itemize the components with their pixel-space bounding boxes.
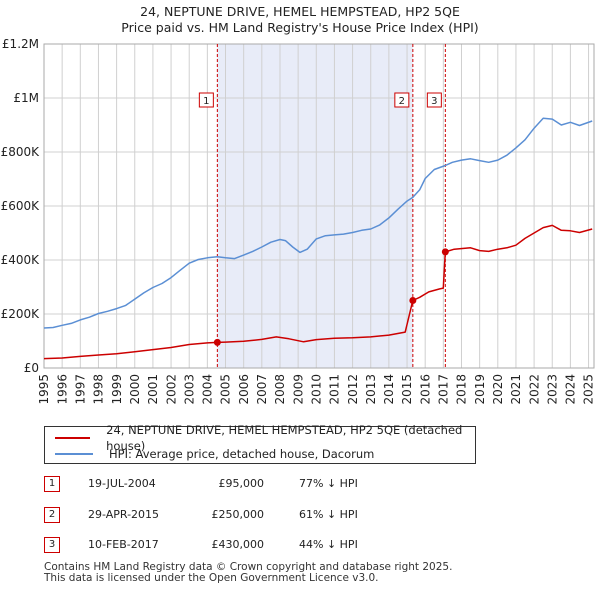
x-tick-label: 2010 bbox=[309, 374, 323, 405]
x-tick-label: 2009 bbox=[291, 374, 305, 405]
x-tick-label: 2025 bbox=[582, 374, 596, 405]
x-tick-label: 2017 bbox=[437, 374, 451, 405]
x-tick-label: 2024 bbox=[564, 374, 578, 405]
chart-title: 24, NEPTUNE DRIVE, HEMEL HEMPSTEAD, HP2 … bbox=[0, 4, 600, 36]
sale-row-2: 2 29-APR-2015 £250,000 61% ↓ HPI bbox=[44, 505, 444, 525]
x-tick-label: 2011 bbox=[328, 374, 342, 405]
annotation-box-3 bbox=[426, 92, 442, 108]
annotation-label-2: 2 bbox=[399, 96, 405, 107]
sale-number-badge: 3 bbox=[44, 537, 60, 553]
y-tick-label: £200K bbox=[1, 307, 41, 321]
legend-label-hpi: HPI: Average price, detached house, Daco… bbox=[109, 447, 375, 461]
sale-date: 29-APR-2015 bbox=[88, 508, 160, 521]
x-tick-label: 2007 bbox=[255, 374, 269, 405]
chart-legend: 24, NEPTUNE DRIVE, HEMEL HEMPSTEAD, HP2 … bbox=[44, 423, 476, 464]
x-tick-label: 2018 bbox=[455, 374, 469, 405]
sale-point-3 bbox=[441, 248, 449, 256]
legend-label-property: 24, NEPTUNE DRIVE, HEMEL HEMPSTEAD, HP2 … bbox=[106, 423, 463, 453]
title-line-2: Price paid vs. HM Land Registry's House … bbox=[121, 20, 479, 35]
x-tick-label: 1995 bbox=[37, 374, 51, 405]
x-tick-label: 1997 bbox=[74, 374, 88, 405]
legend-item-hpi: HPI: Average price, detached house, Daco… bbox=[55, 446, 374, 462]
sale-hpi-diff: 44% ↓ HPI bbox=[299, 538, 358, 551]
x-tick-label: 2019 bbox=[473, 374, 487, 405]
plot-area-border bbox=[43, 43, 595, 369]
series-line-property bbox=[43, 224, 593, 360]
y-tick-label: £600K bbox=[1, 199, 41, 213]
sale-hpi-diff: 77% ↓ HPI bbox=[299, 477, 358, 490]
legend-swatch-property bbox=[55, 437, 91, 439]
x-tick-label: 2021 bbox=[509, 374, 523, 405]
annotation-box-2 bbox=[394, 92, 410, 108]
x-tick-label: 2013 bbox=[364, 374, 378, 405]
sale-price: £430,000 bbox=[211, 538, 265, 551]
sale-price: £250,000 bbox=[211, 508, 265, 521]
x-tick-label: 2014 bbox=[382, 374, 396, 405]
x-tick-label: 2004 bbox=[201, 374, 215, 405]
x-tick-label: 2002 bbox=[164, 374, 178, 405]
y-tick-label: £800K bbox=[1, 145, 41, 159]
annotation-box-1 bbox=[198, 92, 214, 108]
sale-price: £95,000 bbox=[218, 477, 265, 490]
x-tick-label: 2012 bbox=[346, 374, 360, 405]
x-tick-label: 2008 bbox=[273, 374, 287, 405]
annotation-label-1: 1 bbox=[203, 96, 209, 107]
sale-hpi-diff: 61% ↓ HPI bbox=[299, 508, 358, 521]
x-tick-label: 2016 bbox=[418, 374, 432, 405]
y-tick-label: £0 bbox=[24, 361, 39, 375]
x-tick-label: 2000 bbox=[128, 374, 142, 405]
sale-point-1 bbox=[213, 338, 221, 346]
x-tick-label: 2020 bbox=[491, 374, 505, 405]
legend-item-property: 24, NEPTUNE DRIVE, HEMEL HEMPSTEAD, HP2 … bbox=[55, 423, 475, 453]
legend-swatch-hpi bbox=[55, 453, 93, 455]
sale-date: 10-FEB-2017 bbox=[88, 538, 159, 551]
annotation-label-3: 3 bbox=[431, 96, 437, 107]
sale-date: 19-JUL-2004 bbox=[88, 477, 156, 490]
x-tick-label: 2006 bbox=[237, 374, 251, 405]
sale-point-2 bbox=[409, 297, 417, 304]
x-tick-label: 2005 bbox=[219, 374, 233, 405]
x-tick-label: 2023 bbox=[545, 374, 559, 405]
sale-number-badge: 1 bbox=[44, 476, 60, 492]
sale-row-3: 3 10-FEB-2017 £430,000 44% ↓ HPI bbox=[44, 535, 444, 555]
y-tick-label: £400K bbox=[1, 253, 41, 267]
x-tick-label: 1999 bbox=[110, 374, 124, 405]
x-tick-label: 1998 bbox=[92, 374, 106, 405]
x-tick-label: 1996 bbox=[55, 374, 69, 405]
y-tick-label: £1.2M bbox=[2, 37, 39, 51]
footer-line-1: Contains HM Land Registry data © Crown c… bbox=[44, 561, 453, 573]
series-line-hpi bbox=[43, 117, 593, 329]
sale-number-badge: 2 bbox=[44, 507, 60, 523]
x-tick-label: 2003 bbox=[182, 374, 196, 405]
x-tick-label: 2001 bbox=[146, 374, 160, 405]
title-line-1: 24, NEPTUNE DRIVE, HEMEL HEMPSTEAD, HP2 … bbox=[140, 4, 460, 19]
x-tick-label: 2022 bbox=[527, 374, 541, 405]
footer-line-2: This data is licensed under the Open Gov… bbox=[44, 572, 379, 584]
sale-row-1: 1 19-JUL-2004 £95,000 77% ↓ HPI bbox=[44, 474, 444, 494]
price-chart: £0 £200K £400K £600K £800K £1M £1.2M 1995 1996 19… bbox=[1, 37, 596, 405]
y-tick-label: £1M bbox=[13, 91, 39, 105]
footer-attribution: Contains HM Land Registry data © Crown c… bbox=[44, 562, 452, 584]
x-tick-label: 2015 bbox=[400, 374, 414, 405]
